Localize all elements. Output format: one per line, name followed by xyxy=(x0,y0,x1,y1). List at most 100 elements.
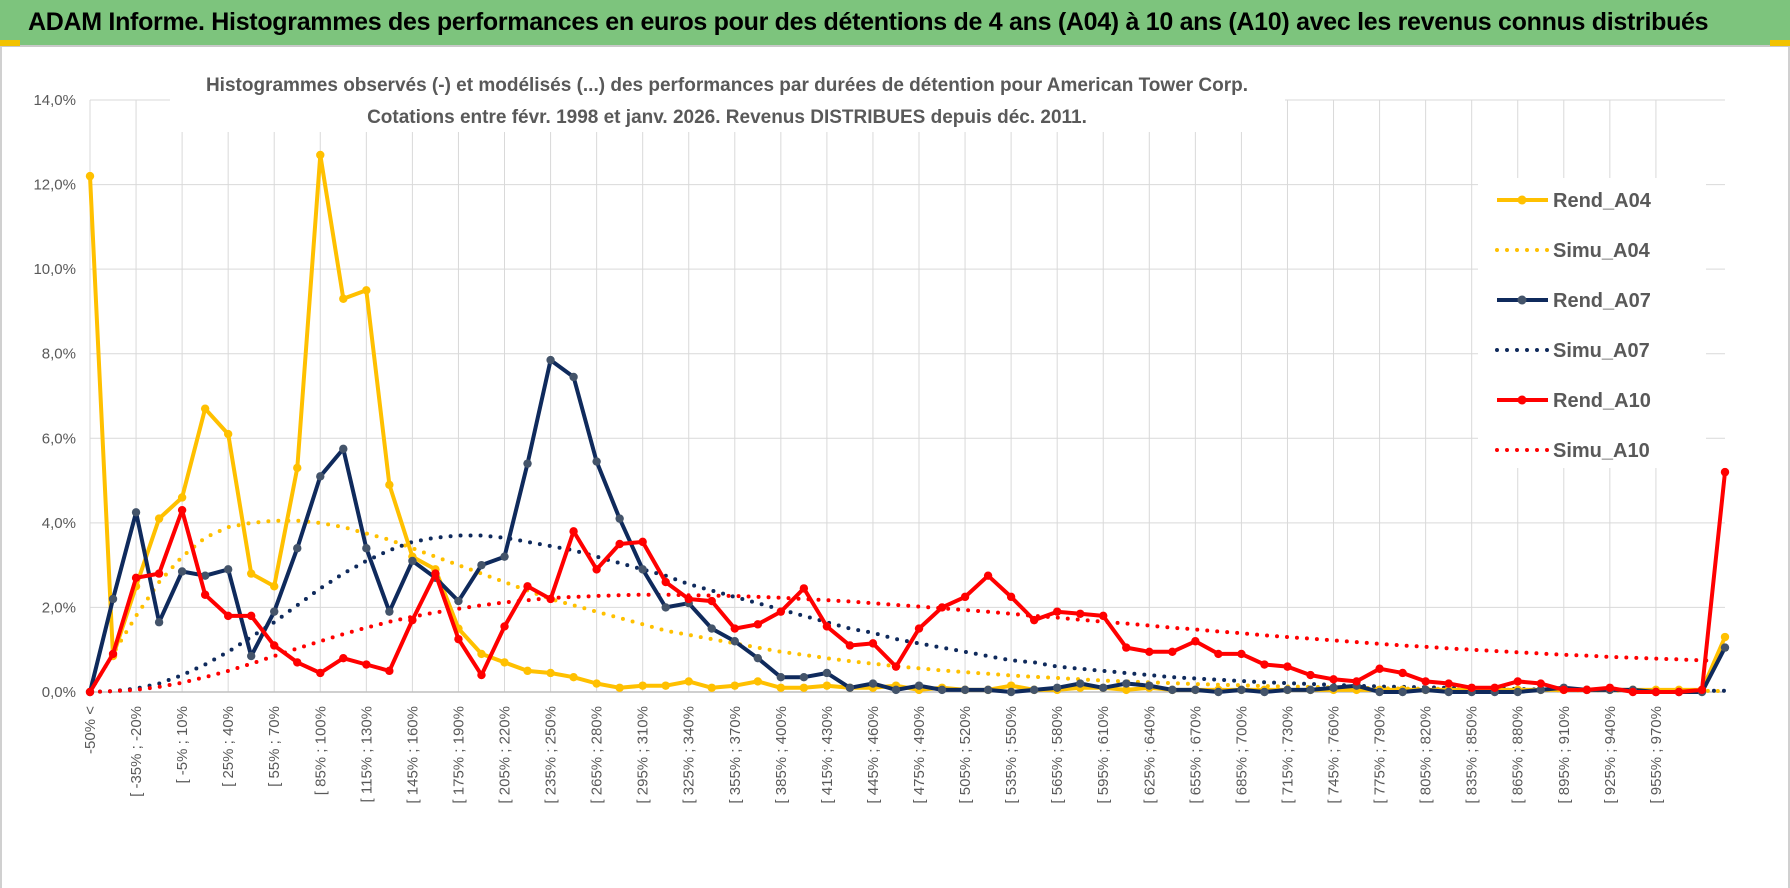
data-point-rend-a10 xyxy=(1029,615,1039,625)
data-point-rend-a10 xyxy=(1513,677,1522,686)
data-point-rend-a10 xyxy=(1006,592,1016,602)
y-tick-label: 12,0% xyxy=(33,177,76,194)
data-point-rend-a07 xyxy=(845,683,855,692)
data-point-rend-a04 xyxy=(523,666,532,676)
x-tick-label: [ 385% ; 400% xyxy=(773,706,790,804)
data-point-rend-a10 xyxy=(1490,683,1499,692)
data-point-rend-a07 xyxy=(339,444,348,454)
data-point-rend-a04 xyxy=(661,681,670,690)
x-tick-label: [ 535% ; 550% xyxy=(1003,706,1020,804)
data-point-rend-a04 xyxy=(385,480,394,489)
data-point-rend-a07 xyxy=(1513,687,1522,697)
data-point-rend-a07 xyxy=(914,681,924,690)
data-point-rend-a07 xyxy=(1260,687,1269,697)
x-tick-label: [ 955% ; 970% xyxy=(1648,706,1665,804)
data-point-rend-a07 xyxy=(246,651,256,661)
data-point-rend-a10 xyxy=(454,634,463,644)
data-point-rend-a10 xyxy=(1444,679,1453,688)
x-tick-label: [ 85% ; 100% xyxy=(312,706,329,795)
data-point-rend-a04 xyxy=(1720,632,1730,642)
data-point-rend-a10 xyxy=(661,577,670,587)
x-tick-label: [ 505% ; 520% xyxy=(957,706,974,804)
data-point-rend-a07 xyxy=(960,685,970,695)
legend-marker-rend-a04 xyxy=(1517,195,1527,205)
data-point-rend-a04 xyxy=(546,668,555,678)
data-point-rend-a07 xyxy=(1421,685,1430,695)
data-point-rend-a10 xyxy=(776,607,786,616)
data-point-rend-a10 xyxy=(500,622,509,631)
data-point-rend-a10 xyxy=(546,594,555,604)
data-point-rend-a07 xyxy=(937,685,947,695)
data-point-rend-a04 xyxy=(638,681,647,690)
data-point-rend-a04 xyxy=(500,658,509,667)
data-point-rend-a10 xyxy=(822,622,832,631)
data-point-rend-a07 xyxy=(776,673,786,682)
data-point-rend-a10 xyxy=(868,639,878,648)
legend-box xyxy=(1478,178,1706,468)
data-point-rend-a10 xyxy=(1398,668,1407,678)
data-point-rend-a10 xyxy=(316,668,325,678)
legend-label-simu-a04: Simu_A04 xyxy=(1553,240,1651,262)
data-point-rend-a07 xyxy=(1145,681,1154,690)
data-point-rend-a10 xyxy=(177,505,187,515)
data-point-rend-a04 xyxy=(707,683,716,692)
x-tick-label: [ -5% ; 10% xyxy=(174,706,191,784)
banner-title: ADAM Informe. Histogrammes des performan… xyxy=(28,8,1709,36)
data-point-rend-a10 xyxy=(638,537,647,547)
data-point-rend-a04 xyxy=(730,681,739,690)
data-point-rend-a10 xyxy=(293,658,302,667)
series-line-rend-a10 xyxy=(88,471,1727,694)
data-point-rend-a10 xyxy=(131,573,141,583)
data-point-rend-a10 xyxy=(1352,677,1361,686)
data-point-rend-a07 xyxy=(293,544,302,553)
data-point-rend-a10 xyxy=(1628,687,1638,697)
data-point-rend-a07 xyxy=(477,560,486,570)
x-tick-label: [ 805% ; 820% xyxy=(1418,706,1435,804)
data-point-rend-a04 xyxy=(316,150,325,160)
data-point-rend-a10 xyxy=(1076,609,1085,618)
legend-marker-rend-a10 xyxy=(1517,395,1527,405)
data-point-rend-a10 xyxy=(1720,467,1730,477)
data-point-rend-a07 xyxy=(108,594,118,604)
data-point-rend-a04 xyxy=(246,569,256,578)
legend-label-rend-a07: Rend_A07 xyxy=(1553,290,1651,312)
data-point-rend-a07 xyxy=(546,355,555,365)
data-point-rend-a10 xyxy=(1191,637,1200,646)
data-point-rend-a10 xyxy=(983,571,993,580)
data-point-rend-a10 xyxy=(1145,647,1154,657)
data-point-rend-a07 xyxy=(569,372,578,382)
y-tick-label: 8,0% xyxy=(42,346,76,363)
x-tick-label: [ 115% ; 130% xyxy=(358,706,375,802)
x-tick-label: [ 355% ; 370% xyxy=(727,706,744,804)
data-point-rend-a04 xyxy=(362,286,371,295)
data-point-rend-a10 xyxy=(799,584,809,593)
x-tick-label: [ 55% ; 70% xyxy=(266,706,283,787)
x-tick-label: [ 775% ; 790% xyxy=(1372,706,1389,804)
data-point-rend-a10 xyxy=(960,592,970,602)
x-tick-label: [ 235% ; 250% xyxy=(543,706,560,804)
data-point-rend-a07 xyxy=(799,673,809,682)
data-point-rend-a04 xyxy=(223,429,233,439)
data-point-rend-a10 xyxy=(1099,611,1108,621)
data-point-rend-a10 xyxy=(270,641,279,650)
data-point-rend-a10 xyxy=(1237,649,1246,659)
data-point-rend-a07 xyxy=(500,552,509,561)
y-tick-label: 2,0% xyxy=(42,599,76,616)
data-point-rend-a07 xyxy=(707,624,716,633)
data-point-rend-a10 xyxy=(845,641,855,650)
corner-accent-left xyxy=(0,40,20,46)
data-point-rend-a10 xyxy=(408,615,417,625)
data-point-rend-a04 xyxy=(293,463,302,473)
data-point-rend-a10 xyxy=(937,603,947,612)
data-point-rend-a07 xyxy=(868,679,878,688)
data-point-rend-a10 xyxy=(477,670,486,680)
data-point-rend-a07 xyxy=(200,571,210,580)
data-point-rend-a10 xyxy=(707,596,716,606)
data-point-rend-a10 xyxy=(615,539,624,549)
data-point-rend-a10 xyxy=(1605,683,1615,692)
data-point-rend-a04 xyxy=(1122,685,1131,695)
data-point-rend-a10 xyxy=(1697,685,1707,695)
data-point-rend-a07 xyxy=(408,556,417,566)
y-tick-label: 6,0% xyxy=(42,430,76,447)
